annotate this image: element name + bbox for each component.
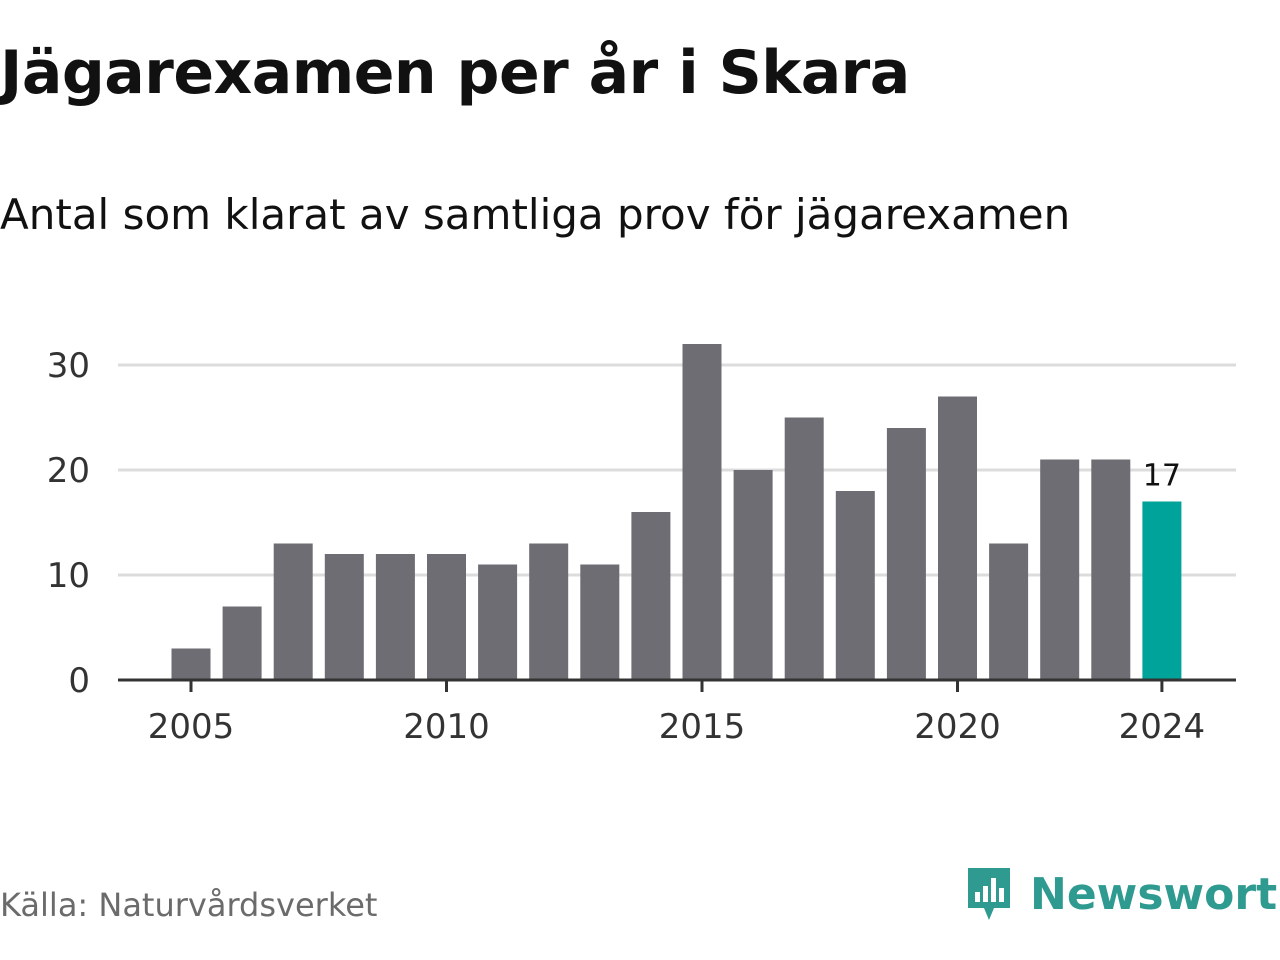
bar-chart: 0 10 20 30 2005 2010 2015 2020 2024 17 — [47, 344, 1236, 747]
y-tick-label: 10 — [47, 556, 90, 596]
bar-2005 — [171, 648, 211, 680]
chart-title: Jägarexamen per år i Skara — [0, 38, 910, 108]
newsworthy-logo-icon — [968, 868, 1010, 920]
x-tick-label: 2024 — [1119, 707, 1206, 747]
bar-2015 — [682, 344, 722, 680]
axes — [118, 678, 1236, 692]
bar-2008 — [324, 554, 364, 680]
bar-2007 — [273, 543, 313, 680]
brand-name: Newsworthy — [1030, 868, 1280, 920]
bar-2017 — [784, 417, 824, 680]
labels: 0 10 20 30 2005 2010 2015 2020 2024 17 — [47, 346, 1205, 747]
x-tick-label: 2005 — [148, 707, 235, 747]
y-tick-label: 20 — [47, 451, 90, 491]
bar-2022 — [1040, 459, 1080, 680]
bar-2012 — [529, 543, 569, 680]
bar-2013 — [580, 564, 620, 680]
bar-2009 — [375, 554, 415, 680]
bar-2016 — [733, 470, 773, 680]
source-note: Källa: Naturvårdsverket — [0, 886, 378, 924]
chart-subtitle: Antal som klarat av samtliga prov för jä… — [0, 190, 1071, 239]
bar-2024 — [1142, 501, 1182, 680]
data-label-highlight: 17 — [1143, 459, 1181, 494]
bar-2011 — [478, 564, 518, 680]
y-tick-label: 30 — [47, 346, 90, 386]
bar-2021 — [989, 543, 1029, 680]
bar-2023 — [1091, 459, 1131, 680]
bar-2019 — [886, 428, 926, 680]
bar-2010 — [427, 554, 466, 680]
x-tick-label: 2010 — [403, 707, 490, 747]
brand-logo: Newsworthy — [964, 864, 1280, 924]
bar-2014 — [631, 512, 671, 680]
bar-2006 — [222, 606, 262, 680]
bar-2020 — [938, 396, 977, 680]
x-tick-label: 2015 — [659, 707, 746, 747]
x-tick-label: 2020 — [914, 707, 1001, 747]
bars — [171, 344, 1182, 680]
y-tick-label: 0 — [68, 661, 90, 701]
bar-2018 — [835, 491, 875, 680]
